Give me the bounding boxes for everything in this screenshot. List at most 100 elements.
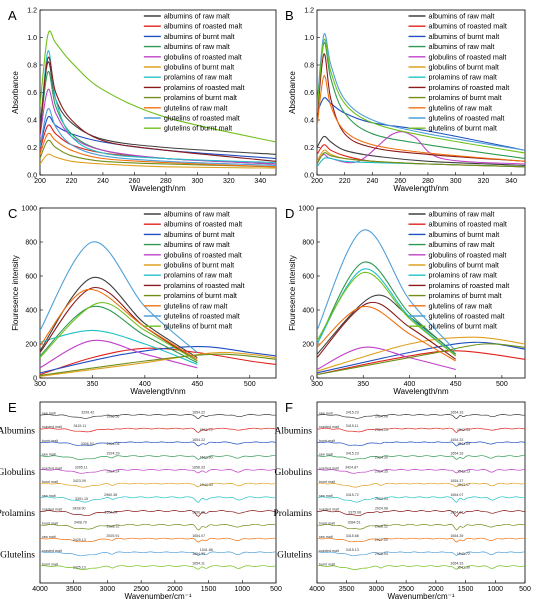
ftir-trace bbox=[317, 510, 525, 517]
series-line bbox=[40, 289, 198, 360]
panel-b: B 200 220 240 260 280 300 320 340 Wavelength/nm 0.… bbox=[285, 8, 526, 193]
legend-entry: globulins of roasted malt bbox=[429, 250, 507, 259]
ftir-trace bbox=[40, 537, 276, 543]
peak-label: 1654.33 bbox=[450, 410, 463, 414]
peak-label: 3425.13 bbox=[73, 566, 86, 570]
series-line bbox=[317, 301, 457, 360]
ftir-trace bbox=[40, 469, 276, 474]
peak-label: 2924.13 bbox=[375, 428, 388, 432]
peak-label: 1542.44 bbox=[457, 428, 470, 432]
series-line bbox=[40, 305, 198, 364]
ftir-trace bbox=[317, 482, 525, 488]
x-tick-label: 240 bbox=[367, 178, 379, 185]
row-label: Albumins bbox=[0, 427, 35, 437]
row-label: Albumins bbox=[275, 427, 313, 437]
legend-entry: prolamins of raw malt bbox=[429, 73, 497, 82]
peak-label: 3375.08 bbox=[348, 511, 361, 515]
peak-label: 1543.90 bbox=[200, 456, 213, 460]
trace-label: roasted malt bbox=[42, 425, 62, 429]
ftir-trace bbox=[40, 482, 276, 488]
peak-label: 2924.06 bbox=[375, 414, 388, 418]
series-line bbox=[40, 339, 198, 369]
trace-label: roasted malt bbox=[319, 508, 339, 512]
ftir-trace bbox=[40, 565, 276, 570]
series-line bbox=[317, 261, 457, 355]
row-label: Glutelins bbox=[0, 550, 35, 560]
plot-frame bbox=[39, 401, 277, 584]
peak-label: 3423.09 bbox=[73, 479, 86, 483]
trace-label: raw malt bbox=[319, 535, 333, 539]
ftir-trace bbox=[317, 565, 525, 570]
series-line bbox=[40, 346, 276, 374]
peak-label: 3408.70 bbox=[74, 520, 87, 524]
y-tick-label: 600 bbox=[25, 274, 37, 281]
y-tick-label: 0 bbox=[33, 376, 37, 383]
plot-frame bbox=[316, 401, 526, 584]
legend-entry: albumins of raw malt bbox=[164, 42, 230, 51]
ftir-trace bbox=[40, 427, 276, 433]
x-tick-label: 220 bbox=[339, 178, 351, 185]
trace-label: roasted malt bbox=[319, 425, 339, 429]
ftir-trace bbox=[317, 469, 525, 474]
peak-label: 1540.13 bbox=[457, 469, 470, 473]
x-tick-label: 1000 bbox=[234, 586, 250, 593]
x-tick-label: 400 bbox=[404, 381, 416, 388]
peak-label: 2924.04 bbox=[107, 442, 120, 446]
x-tick-label: 200 bbox=[311, 178, 323, 185]
series-line bbox=[40, 353, 276, 376]
y-tick-label: 0.8 bbox=[27, 63, 37, 70]
peak-label: 3415.11 bbox=[73, 424, 86, 428]
y-tick-label: 0.6 bbox=[304, 90, 314, 97]
x-tick-label: 1000 bbox=[487, 586, 503, 593]
row-label: Glutelins bbox=[277, 550, 312, 560]
legend-entry: albumins of burnt malt bbox=[429, 32, 500, 41]
legend-entry: globulins of burnt malt bbox=[429, 261, 499, 270]
peak-label: 1654.37 bbox=[450, 479, 463, 483]
peak-label: 3425.13 bbox=[73, 538, 86, 542]
peak-label: 3306.53 bbox=[81, 442, 94, 446]
y-tick-label: 0.4 bbox=[304, 118, 314, 125]
x-tick-label: 200 bbox=[34, 178, 46, 185]
legend-entry: glutelins of roasted malt bbox=[164, 114, 240, 123]
x-tick-label: 4000 bbox=[32, 586, 48, 593]
legend-entry: glutelins of roasted malt bbox=[429, 114, 505, 123]
legend-entry: albumins of burnt malt bbox=[429, 230, 500, 239]
peak-label: 2924.24 bbox=[107, 469, 120, 473]
series-line bbox=[317, 336, 525, 372]
x-tick-label: 260 bbox=[129, 178, 141, 185]
ftir-trace bbox=[317, 537, 525, 543]
x-tick-label: 3000 bbox=[369, 586, 385, 593]
x-tick-label: 300 bbox=[34, 381, 46, 388]
x-axis-title: Wavelength/nm bbox=[393, 387, 449, 396]
ftir-trace bbox=[40, 455, 276, 460]
x-tick-label: 500 bbox=[519, 586, 531, 593]
row-label: Prolamins bbox=[273, 509, 312, 519]
y-tick-label: 1.0 bbox=[27, 35, 37, 42]
x-tick-label: 280 bbox=[160, 178, 172, 185]
x-tick-label: 300 bbox=[191, 178, 203, 185]
trace-label: burnt malt bbox=[42, 563, 58, 567]
ftir-trace bbox=[40, 441, 276, 447]
x-axis-title: Wavenumber/cm⁻¹ bbox=[124, 592, 191, 601]
series-line bbox=[40, 132, 276, 168]
series-line bbox=[317, 135, 525, 166]
series-line bbox=[40, 56, 276, 162]
peak-label: 1654.39 bbox=[450, 534, 463, 538]
series-line bbox=[40, 139, 276, 168]
series-line bbox=[317, 272, 457, 357]
y-tick-label: 0.6 bbox=[27, 90, 37, 97]
panel-label: F bbox=[285, 400, 293, 415]
legend-entry: globulins of burnt malt bbox=[164, 261, 234, 270]
panel-label: A bbox=[8, 8, 17, 23]
peak-label: 2925.91 bbox=[106, 534, 119, 538]
legend-entry: albumins of raw malt bbox=[429, 210, 495, 219]
peak-label: 1654.07 bbox=[192, 534, 205, 538]
y-tick-label: 0.2 bbox=[304, 145, 314, 152]
legend-entry: prolamins of burnt malt bbox=[164, 291, 237, 300]
series-line bbox=[40, 287, 198, 362]
legend-entry: prolamins of roasted malt bbox=[429, 83, 510, 92]
series-line bbox=[317, 42, 525, 160]
y-tick-label: 1000 bbox=[21, 206, 37, 213]
